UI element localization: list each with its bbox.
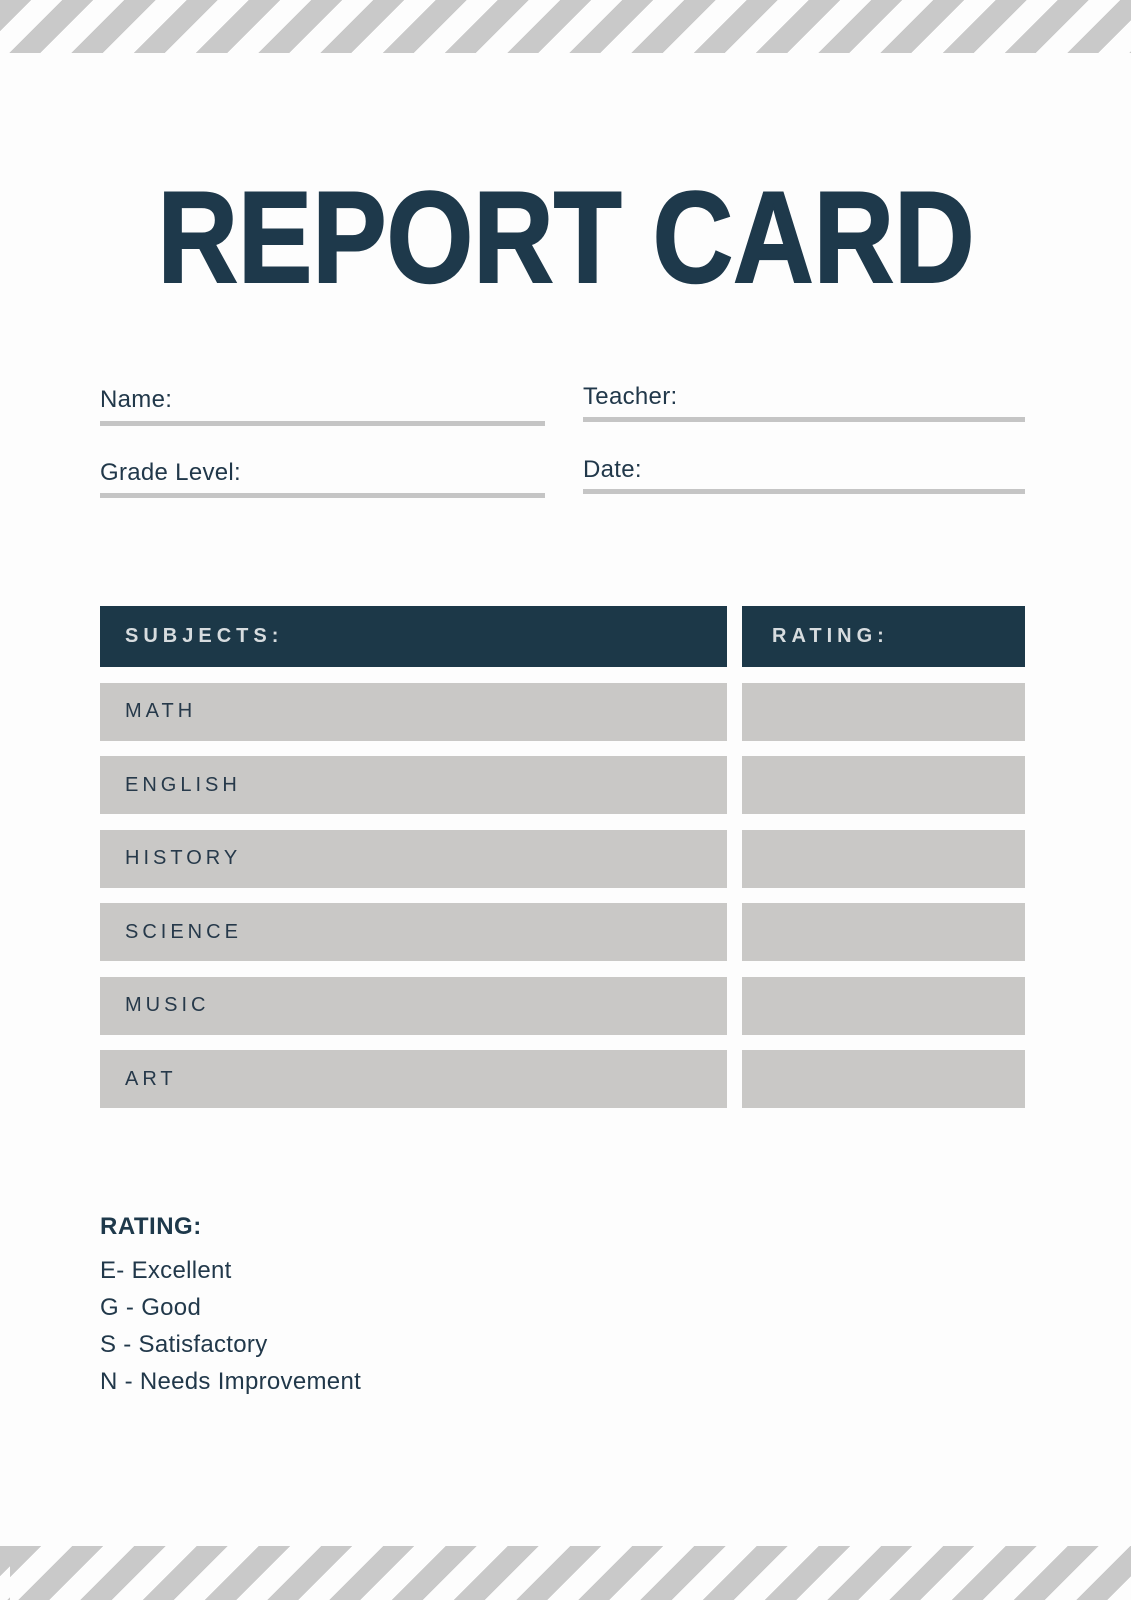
name-field-label: Name: (100, 386, 173, 413)
date-field-line[interactable] (583, 489, 1025, 494)
teacher-field-label: Teacher: (583, 383, 678, 410)
legend-item-excellent: E- Excellent (100, 1257, 232, 1284)
page-title: REPORT CARD (156, 164, 975, 310)
subject-row-history: HISTORY (100, 829, 727, 888)
legend-item-needs-improvement: N - Needs Improvement (100, 1368, 362, 1395)
subject-row-science: SCIENCE (100, 903, 727, 961)
rating-cell-math[interactable] (742, 682, 1025, 741)
date-field: Date: (583, 456, 1025, 494)
grade-level-field-line[interactable] (100, 493, 545, 498)
subjects-header-cell: SUBJECTS: (100, 606, 727, 667)
rating-legend-heading: RATING: (100, 1213, 202, 1240)
rating-cell-english[interactable] (742, 756, 1025, 814)
rating-column: RATING: (742, 606, 1025, 1108)
subject-row-music: MUSIC (100, 976, 727, 1035)
rating-header-cell: RATING: (742, 606, 1025, 667)
grade-level-field: Grade Level: (100, 459, 545, 498)
rating-cell-art[interactable] (742, 1050, 1025, 1108)
name-field: Name: (100, 386, 545, 426)
rating-legend: RATING: E- Excellent G - Good S - Satisf… (100, 1215, 361, 1407)
bottom-stripe-border (0, 1546, 1131, 1600)
rating-cell-history[interactable] (742, 829, 1025, 888)
grade-level-field-label: Grade Level: (100, 459, 242, 486)
subject-row-math: MATH (100, 682, 727, 741)
legend-item-satisfactory: S - Satisfactory (100, 1331, 268, 1358)
subject-row-english: ENGLISH (100, 756, 727, 814)
name-field-line[interactable] (100, 421, 545, 426)
teacher-field-line[interactable] (583, 417, 1025, 422)
top-stripe-border (0, 0, 1131, 53)
subjects-column: SUBJECTS: MATH ENGLISH HISTORY SCIENCE M… (100, 606, 727, 1108)
teacher-field: Teacher: (583, 383, 1025, 422)
date-field-label: Date: (583, 456, 642, 483)
rating-cell-science[interactable] (742, 903, 1025, 961)
rating-cell-music[interactable] (742, 976, 1025, 1035)
legend-item-good: G - Good (100, 1294, 202, 1321)
subject-row-art: ART (100, 1050, 727, 1108)
